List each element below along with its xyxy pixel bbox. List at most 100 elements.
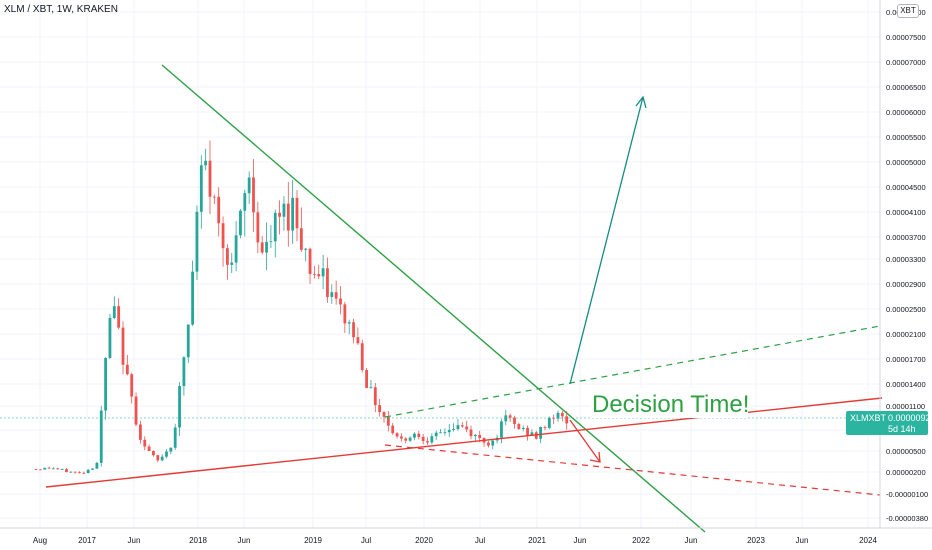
candle [500, 419, 503, 444]
candle [117, 298, 121, 330]
trend-drawings: Decision Time! [0, 64, 883, 533]
candle [112, 296, 116, 320]
x-tick-label: Jul [475, 536, 485, 545]
candle [91, 468, 94, 471]
candle [82, 471, 86, 475]
y-tick-label: 0.00001700 [886, 355, 926, 364]
candle [139, 420, 142, 444]
y-tick-label: 0.00005500 [886, 133, 926, 142]
y-tick-label: -0.00000100 [886, 490, 928, 499]
candle [178, 382, 181, 436]
candle [543, 425, 547, 431]
x-tick-label: Jun [685, 536, 698, 545]
candle [487, 440, 490, 448]
candle [212, 194, 216, 205]
x-tick-label: Jun [128, 536, 141, 545]
candle [147, 444, 151, 452]
candle [473, 433, 477, 441]
candle [517, 422, 521, 430]
candle [52, 467, 55, 470]
y-tick-label: 0.00006500 [886, 83, 926, 92]
candle [513, 415, 516, 429]
y-tick-label: 0.00002100 [886, 330, 926, 339]
support-trendline[interactable] [45, 397, 883, 488]
candle [34, 469, 38, 471]
chart-title: XLM / XBT, 1W, KRAKEN [4, 4, 118, 15]
candle [560, 410, 564, 422]
price-axis-labels[interactable]: 0.000080000.000075000.000070000.00006500… [886, 8, 928, 523]
candle [186, 324, 190, 364]
candle [230, 253, 234, 274]
candle [143, 436, 147, 451]
candle [299, 207, 303, 252]
candle [382, 411, 386, 423]
candle [413, 432, 416, 441]
grid [0, 0, 880, 528]
x-tick-label: Jun [238, 536, 251, 545]
candle [304, 247, 308, 262]
candle [400, 433, 403, 442]
x-tick-label: 2020 [415, 536, 433, 545]
candle [56, 467, 60, 470]
candle [78, 471, 81, 474]
candle [160, 454, 164, 462]
candle [208, 140, 212, 215]
candle [373, 383, 377, 413]
y-tick-label: 0.00003700 [886, 233, 926, 242]
time-axis-labels[interactable]: Aug 2017 Jun 2018 Jun 2019 Jul 2020 Jul 2021 Jun 20… [33, 536, 878, 545]
upper-channel-dashed-line[interactable] [384, 325, 881, 418]
candle [73, 471, 77, 474]
bullish-arrow[interactable] [569, 96, 644, 385]
candle [291, 179, 295, 244]
candle [365, 367, 368, 389]
candle [278, 200, 281, 235]
candle [491, 440, 495, 450]
candle [330, 284, 334, 304]
candle [134, 392, 138, 427]
y-tick-label: -0.00000380 [886, 514, 928, 523]
candle [552, 414, 556, 425]
x-tick-label: 2019 [304, 536, 322, 545]
candle [456, 419, 460, 431]
candle [526, 425, 529, 441]
candle [443, 428, 447, 436]
x-tick-label: Jun [796, 536, 809, 545]
candle [260, 236, 264, 255]
candle [69, 471, 73, 473]
candle [404, 437, 408, 444]
candle [326, 257, 329, 303]
candle [269, 225, 273, 249]
candle [125, 354, 129, 376]
candle [521, 425, 525, 432]
currency-badge[interactable]: XBT [897, 4, 919, 18]
candle [204, 148, 208, 171]
bearish-arrow-head [589, 451, 601, 463]
candle [565, 411, 569, 430]
candle [452, 423, 455, 432]
y-tick-label: 0.00001400 [886, 380, 926, 389]
candle [339, 286, 342, 315]
candle [156, 454, 160, 463]
y-tick-label: 0.00007000 [886, 58, 926, 67]
decision-time-annotation[interactable]: Decision Time! [592, 391, 749, 418]
candle [360, 339, 364, 373]
annotation-backdrop [590, 388, 748, 418]
x-tick-label: 2017 [78, 536, 96, 545]
candle [356, 327, 360, 345]
candle [43, 467, 47, 470]
candle [169, 447, 173, 455]
candle [321, 254, 325, 290]
descending-trendline[interactable] [161, 64, 706, 533]
candle [556, 410, 560, 422]
bearish-arrow[interactable] [569, 419, 601, 463]
candle [352, 318, 355, 344]
price-tag-symbol: XLMXBT [850, 413, 887, 423]
lower-channel-dashed-line[interactable] [384, 444, 881, 496]
candle [421, 433, 425, 445]
x-tick-label: 2023 [747, 536, 765, 545]
candle [252, 159, 255, 232]
candle [447, 423, 451, 437]
candle [347, 319, 351, 335]
candle [369, 379, 373, 389]
